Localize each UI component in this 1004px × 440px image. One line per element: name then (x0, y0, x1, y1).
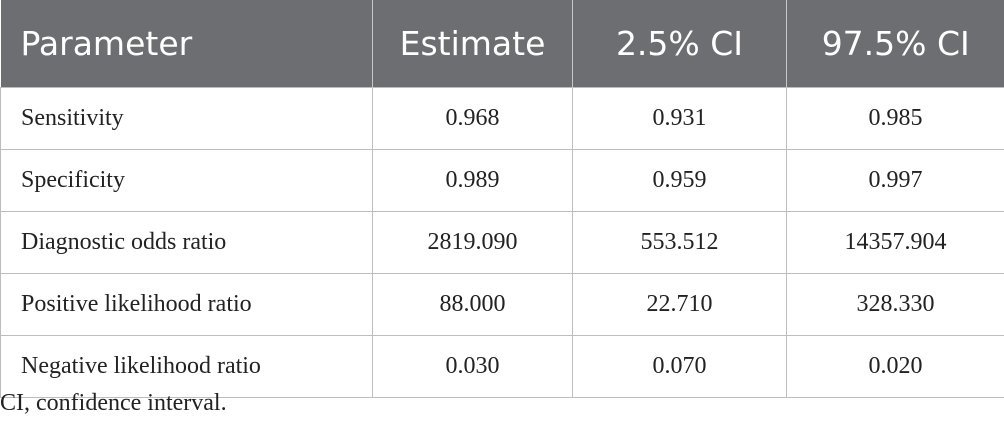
table-header: Parameter Estimate 2.5% CI 97.5% CI (0, 0, 1004, 88)
row-parameter-name: Sensitivity (0, 87, 373, 150)
row-parameter-name: Negative likelihood ratio (0, 335, 373, 398)
row-upper-ci: 0.020 (786, 335, 1004, 398)
row-parameter-name: Positive likelihood ratio (0, 273, 373, 336)
row-lower-ci: 0.959 (572, 149, 787, 212)
row-estimate: 2819.090 (372, 211, 573, 274)
row-parameter-name: Diagnostic odds ratio (0, 211, 373, 274)
row-lower-ci: 553.512 (572, 211, 787, 274)
header-row: Parameter Estimate 2.5% CI 97.5% CI (0, 0, 1004, 88)
row-parameter-name: Specificity (0, 149, 373, 212)
row-lower-ci: 0.931 (572, 87, 787, 150)
row-upper-ci: 14357.904 (786, 211, 1004, 274)
table-row: Negative likelihood ratio 0.030 0.070 0.… (0, 335, 1004, 398)
table-row: Specificity 0.989 0.959 0.997 (0, 149, 1004, 212)
row-lower-ci: 22.710 (572, 273, 787, 336)
results-table: Parameter Estimate 2.5% CI 97.5% CI Sens… (0, 0, 1004, 398)
row-upper-ci: 0.997 (786, 149, 1004, 212)
header-cell-estimate: Estimate (372, 0, 573, 88)
row-estimate: 0.030 (372, 335, 573, 398)
results-table-container: Parameter Estimate 2.5% CI 97.5% CI Sens… (0, 0, 1004, 398)
row-lower-ci: 0.070 (572, 335, 787, 398)
row-estimate: 0.989 (372, 149, 573, 212)
header-cell-lower-ci: 2.5% CI (572, 0, 787, 88)
table-row: Sensitivity 0.968 0.931 0.985 (0, 87, 1004, 150)
table-row: Diagnostic odds ratio 2819.090 553.512 1… (0, 211, 1004, 274)
header-cell-upper-ci: 97.5% CI (786, 0, 1004, 88)
header-cell-parameter: Parameter (0, 0, 373, 88)
row-estimate: 0.968 (372, 87, 573, 150)
table-row: Positive likelihood ratio 88.000 22.710 … (0, 273, 1004, 336)
table-body: Sensitivity 0.968 0.931 0.985 Specificit… (0, 87, 1004, 398)
row-estimate: 88.000 (372, 273, 573, 336)
table-footnote: CI, confidence interval. (0, 390, 227, 416)
row-upper-ci: 328.330 (786, 273, 1004, 336)
row-upper-ci: 0.985 (786, 87, 1004, 150)
